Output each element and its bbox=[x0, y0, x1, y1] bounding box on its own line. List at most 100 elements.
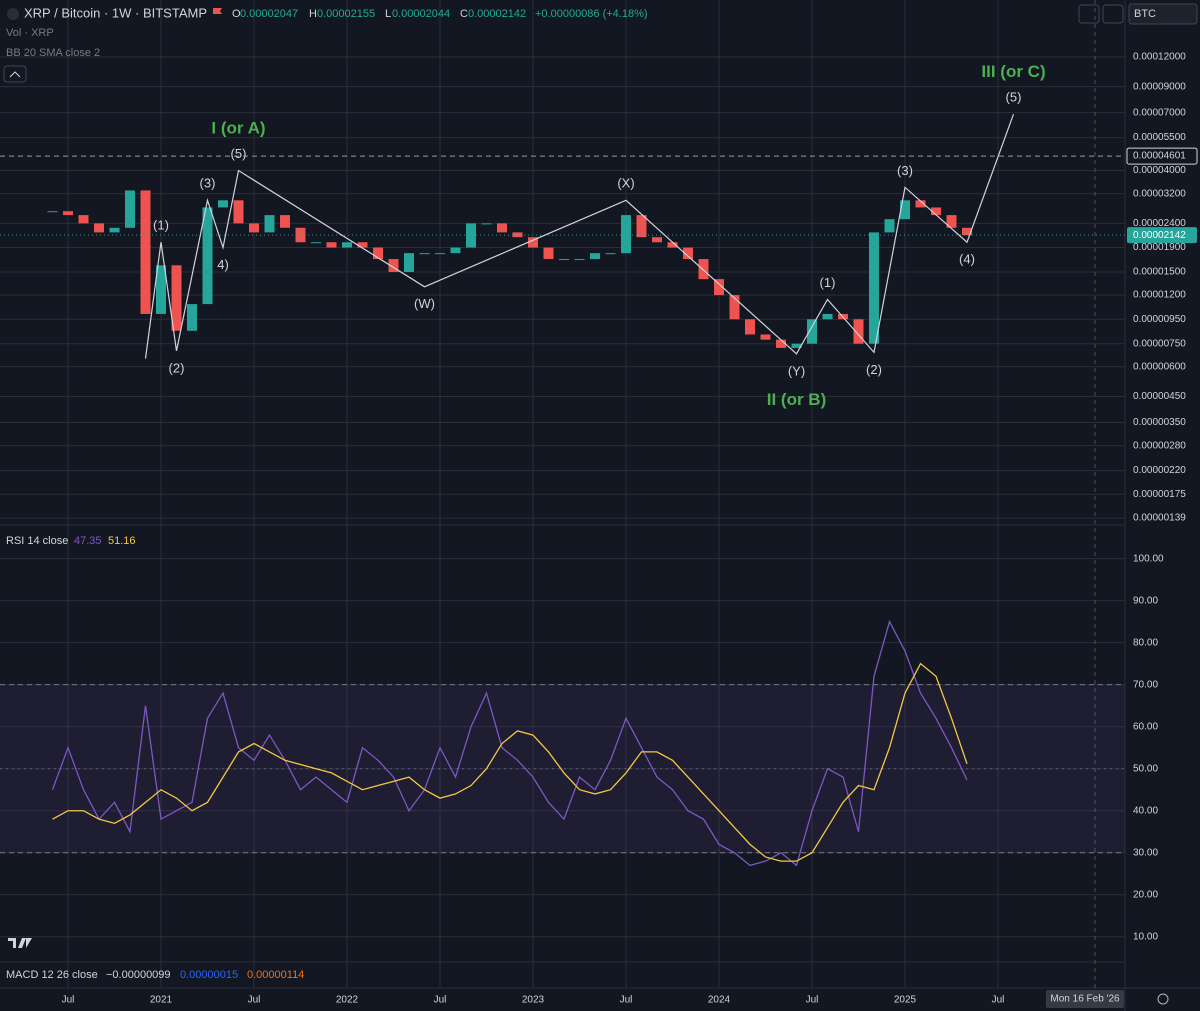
candle bbox=[807, 319, 817, 344]
y-tick-label: 70.00 bbox=[1133, 679, 1158, 690]
ohlc-key: O bbox=[232, 8, 241, 20]
y-tick-label: 0.00004000 bbox=[1133, 165, 1186, 176]
x-tick-label: Jul bbox=[806, 995, 819, 1006]
last-price-box bbox=[1127, 227, 1197, 244]
candle bbox=[962, 227, 972, 236]
candle bbox=[869, 232, 879, 344]
plot: 0.00004601 0.00002142 (1) (2) (3) 4) (5) I (or … bbox=[0, 62, 1198, 867]
ohlc-key: C bbox=[460, 8, 468, 20]
wave-label: (5) bbox=[1006, 90, 1022, 105]
degree-label: II (or B) bbox=[767, 390, 827, 409]
y-tick-label: 0.00001200 bbox=[1133, 290, 1186, 301]
y-tick-label: 0.00000600 bbox=[1133, 361, 1186, 372]
candle bbox=[760, 334, 771, 340]
candle bbox=[419, 253, 430, 255]
candle bbox=[404, 253, 414, 273]
y-tick-label: 0.00005500 bbox=[1133, 132, 1186, 143]
candle bbox=[218, 200, 228, 208]
candle bbox=[931, 207, 941, 216]
rsi-line bbox=[52, 662, 968, 862]
x-tick-label: 2023 bbox=[522, 995, 545, 1006]
wave-label: (5) bbox=[231, 146, 247, 161]
wave-label: (4) bbox=[959, 252, 975, 267]
ohlc-value: 0.00002044 bbox=[392, 8, 450, 20]
y-tick-label: 100.00 bbox=[1133, 553, 1164, 564]
ohlc-value: 0.00002142 bbox=[468, 8, 526, 20]
last-price-label: 0.00002142 bbox=[1133, 230, 1186, 241]
candle bbox=[466, 223, 476, 248]
y-tick-label: 0.00001500 bbox=[1133, 267, 1186, 278]
candle bbox=[822, 313, 833, 320]
y-tick-label: 0.00002400 bbox=[1133, 218, 1186, 229]
candle bbox=[78, 215, 89, 224]
candle bbox=[528, 237, 538, 248]
candle bbox=[435, 253, 445, 255]
y-tick-label: 0.00007000 bbox=[1133, 107, 1186, 118]
y-tick-label: 80.00 bbox=[1133, 637, 1158, 648]
wave-label: (1) bbox=[153, 218, 169, 233]
degree-label: III (or C) bbox=[981, 62, 1045, 81]
candle bbox=[776, 339, 786, 348]
candle bbox=[590, 253, 600, 260]
candle bbox=[326, 242, 337, 248]
y-tick-label: 20.00 bbox=[1133, 889, 1158, 900]
y-tick-label: 10.00 bbox=[1133, 931, 1158, 942]
x-tick-label: 2025 bbox=[894, 995, 917, 1006]
settings-button[interactable] bbox=[1157, 993, 1169, 1005]
level-label: 0.00004601 bbox=[1133, 151, 1186, 162]
candle bbox=[698, 259, 709, 280]
ohlc-key: H bbox=[309, 8, 317, 20]
y-tick-label: 0.00000450 bbox=[1133, 391, 1186, 402]
y-tick-label: 60.00 bbox=[1133, 721, 1158, 732]
candle bbox=[94, 223, 104, 233]
y-tick-label: 0.00009000 bbox=[1133, 81, 1186, 92]
candle bbox=[63, 211, 73, 216]
candle bbox=[109, 227, 120, 233]
candle bbox=[450, 247, 461, 254]
macd-value: 0.00000015 bbox=[180, 969, 238, 981]
x-tick-label: Jul bbox=[620, 995, 633, 1006]
macd-value: −0.00000099 bbox=[106, 969, 171, 981]
x-tick-label: 2022 bbox=[336, 995, 359, 1006]
scroll-button[interactable] bbox=[1078, 4, 1100, 24]
candle bbox=[574, 259, 585, 261]
candle bbox=[233, 200, 244, 224]
candle bbox=[357, 242, 368, 248]
candle bbox=[543, 247, 554, 260]
candle bbox=[683, 247, 693, 260]
x-tick-label: 2021 bbox=[150, 995, 173, 1006]
ohlc-value: 0.00002047 bbox=[240, 8, 298, 20]
reset-button[interactable] bbox=[1102, 4, 1124, 24]
wave-label: 4) bbox=[217, 257, 229, 272]
candle bbox=[249, 223, 259, 233]
rsi-ma-value: 51.16 bbox=[108, 535, 136, 547]
ohlc-value: 0.00002155 bbox=[317, 8, 375, 20]
candle bbox=[559, 259, 569, 261]
candle bbox=[605, 253, 616, 255]
collapse-button[interactable] bbox=[3, 65, 27, 83]
candle bbox=[125, 190, 135, 228]
flag-icon[interactable] bbox=[213, 8, 222, 14]
macd-title: MACD 12 26 close bbox=[6, 969, 98, 981]
wave-label: (1) bbox=[820, 275, 836, 290]
candle bbox=[512, 232, 523, 238]
y-tick-label: 0.00000175 bbox=[1133, 489, 1186, 500]
y-tick-label: 40.00 bbox=[1133, 805, 1158, 816]
rsi-line bbox=[51, 619, 968, 867]
change: +0.00000086 (+4.18%) bbox=[535, 8, 648, 20]
level-box bbox=[1126, 147, 1198, 165]
candle bbox=[853, 319, 864, 344]
candle bbox=[900, 200, 910, 220]
currency: BTC bbox=[1134, 8, 1156, 20]
candle bbox=[667, 242, 678, 248]
x-tick-label: Jul bbox=[62, 995, 75, 1006]
candle bbox=[652, 237, 662, 243]
candle bbox=[311, 242, 321, 244]
candle bbox=[729, 295, 740, 320]
candle bbox=[280, 215, 290, 228]
currency-select[interactable] bbox=[1128, 3, 1198, 25]
degree-label: I (or A) bbox=[211, 118, 265, 137]
x-tick-label: 2024 bbox=[708, 995, 731, 1006]
